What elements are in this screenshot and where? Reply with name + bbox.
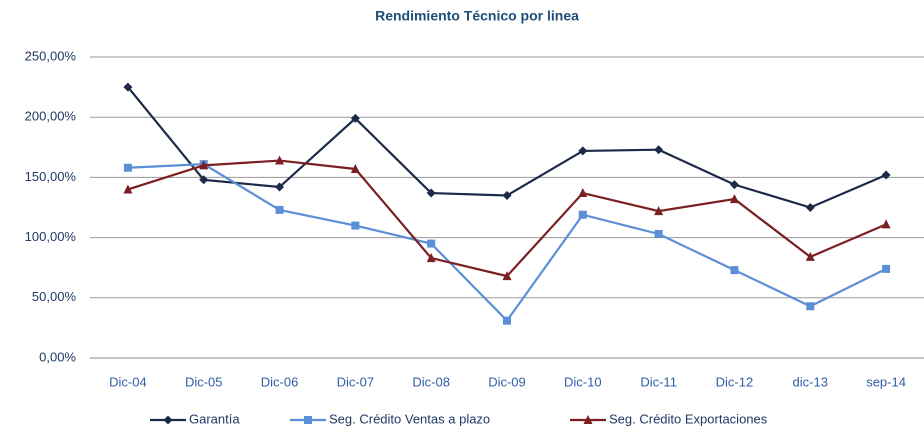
legend-marker — [304, 416, 312, 424]
x-tick-label: dic-13 — [793, 374, 828, 389]
point — [199, 175, 209, 185]
point — [502, 271, 512, 281]
point — [578, 188, 588, 198]
legend-label: Garantía — [189, 411, 240, 426]
point — [427, 239, 436, 248]
point — [123, 163, 132, 172]
point — [729, 194, 739, 204]
point — [654, 206, 664, 216]
x-tick-label: Dic-11 — [640, 374, 677, 389]
point — [806, 302, 815, 311]
point — [123, 82, 133, 92]
point — [578, 210, 587, 219]
y-tick-label: 250,00% — [25, 48, 77, 63]
series-line — [127, 163, 887, 323]
series-line — [127, 86, 887, 209]
y-tick-label: 0,00% — [39, 349, 76, 364]
point — [350, 113, 360, 123]
point — [275, 205, 284, 214]
x-tick-label: Dic-09 — [488, 374, 526, 389]
legend-label: Seg. Crédito Exportaciones — [609, 411, 768, 426]
point — [275, 155, 285, 165]
legend-marker — [163, 415, 173, 425]
y-tick-label: 200,00% — [25, 109, 77, 124]
x-tick-label: Dic-08 — [412, 374, 450, 389]
point — [730, 266, 739, 275]
point — [805, 251, 815, 261]
point — [426, 253, 436, 263]
point — [882, 264, 891, 273]
point — [350, 163, 360, 173]
y-tick-label: 150,00% — [25, 169, 77, 184]
point — [578, 146, 588, 156]
x-tick-label: Dic-07 — [337, 374, 375, 389]
point — [502, 190, 512, 200]
point — [654, 229, 663, 238]
point — [351, 221, 360, 230]
x-tick-label: Dic-06 — [261, 374, 299, 389]
point — [426, 188, 436, 198]
x-tick-label: sep-14 — [866, 374, 906, 389]
x-tick-label: Dic-10 — [564, 374, 602, 389]
y-tick-label: 50,00% — [32, 289, 77, 304]
point — [275, 182, 285, 192]
point — [199, 160, 209, 170]
point — [123, 184, 133, 194]
legend-marker — [583, 415, 593, 424]
point — [881, 219, 891, 229]
point — [729, 180, 739, 190]
point — [881, 170, 891, 180]
x-tick-label: Dic-05 — [185, 374, 223, 389]
point — [654, 145, 664, 155]
legend-label: Seg. Crédito Ventas a plazo — [329, 411, 490, 426]
point — [805, 203, 815, 212]
y-tick-label: 100,00% — [25, 229, 77, 244]
x-tick-label: Dic-12 — [716, 374, 754, 389]
point — [503, 316, 511, 325]
chart-title: Rendimiento Técnico por linea — [375, 8, 579, 24]
x-tick-label: Dic-04 — [109, 374, 147, 389]
